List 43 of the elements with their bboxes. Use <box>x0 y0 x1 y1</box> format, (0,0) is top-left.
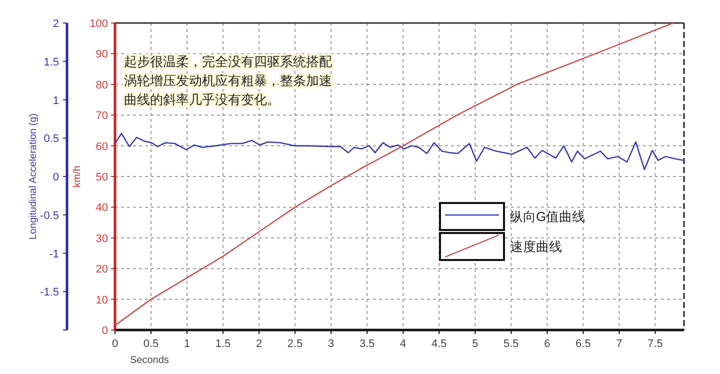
y-tick-label: 1.5 <box>44 56 59 68</box>
y2-tick-label: 20 <box>96 264 108 276</box>
y2-tick-label: 80 <box>96 79 108 92</box>
y2-tick-label: 40 <box>96 202 108 214</box>
x-tick-label: 2.5 <box>287 338 303 350</box>
x-tick-label: 6 <box>544 338 550 350</box>
y2-tick-label: 100 <box>90 18 108 30</box>
x-tick-label: 5 <box>472 338 478 350</box>
x-tick-label: 3 <box>328 338 334 350</box>
y-tick-label: 0 <box>52 172 59 184</box>
x-tick-label: 4 <box>400 338 406 350</box>
y-tick-label: -1.5 <box>40 286 59 299</box>
y2-tick-label: 50 <box>96 172 108 184</box>
x-tick-label: 1 <box>184 338 190 350</box>
y-tick-label: -0.5 <box>40 210 59 222</box>
legend-label: 纵向G值曲线 <box>510 209 586 224</box>
x-tick-label: 7 <box>616 338 622 350</box>
annotation: 起步很温柔，完全没有四驱系统搭配涡轮增压发动机应有粗暴，整条加速曲线的斜率几乎没有变化。 <box>124 54 332 107</box>
x-tick-label: 4.5 <box>431 338 447 350</box>
y-tick-label: -1 <box>49 248 59 260</box>
y2-tick-label: 90 <box>96 48 108 61</box>
x-tick-label: 2 <box>256 338 262 350</box>
y-tick-label: 1 <box>52 94 59 107</box>
x-tick-label: 3.5 <box>359 338 375 350</box>
legend-label: 速度曲线 <box>510 239 562 254</box>
x-tick-label: 6.5 <box>576 338 591 350</box>
y2-tick-label: 70 <box>96 110 108 122</box>
x-tick-label: 1.5 <box>215 338 231 350</box>
y-tick-label: 2 <box>52 18 59 30</box>
x-tick-label: 7.5 <box>648 338 663 350</box>
y2-tick-label: 30 <box>96 232 108 245</box>
y2-tick-label: 60 <box>96 140 108 153</box>
x-axis-title: Seconds <box>130 355 169 366</box>
x-tick-label: 0 <box>112 338 118 350</box>
y2-axis-title: km/h <box>72 166 83 188</box>
y2-tick-label: 10 <box>96 294 108 306</box>
line-series <box>114 22 674 326</box>
x-tick-label: 0.5 <box>143 338 159 350</box>
x-tick-label: 5.5 <box>503 338 519 350</box>
y-axis-title: Longitudinal Acceleration (g) <box>28 113 39 240</box>
line-series <box>114 132 685 170</box>
y2-tick-label: 0 <box>102 325 108 337</box>
y-tick-label: 0.5 <box>44 133 59 146</box>
